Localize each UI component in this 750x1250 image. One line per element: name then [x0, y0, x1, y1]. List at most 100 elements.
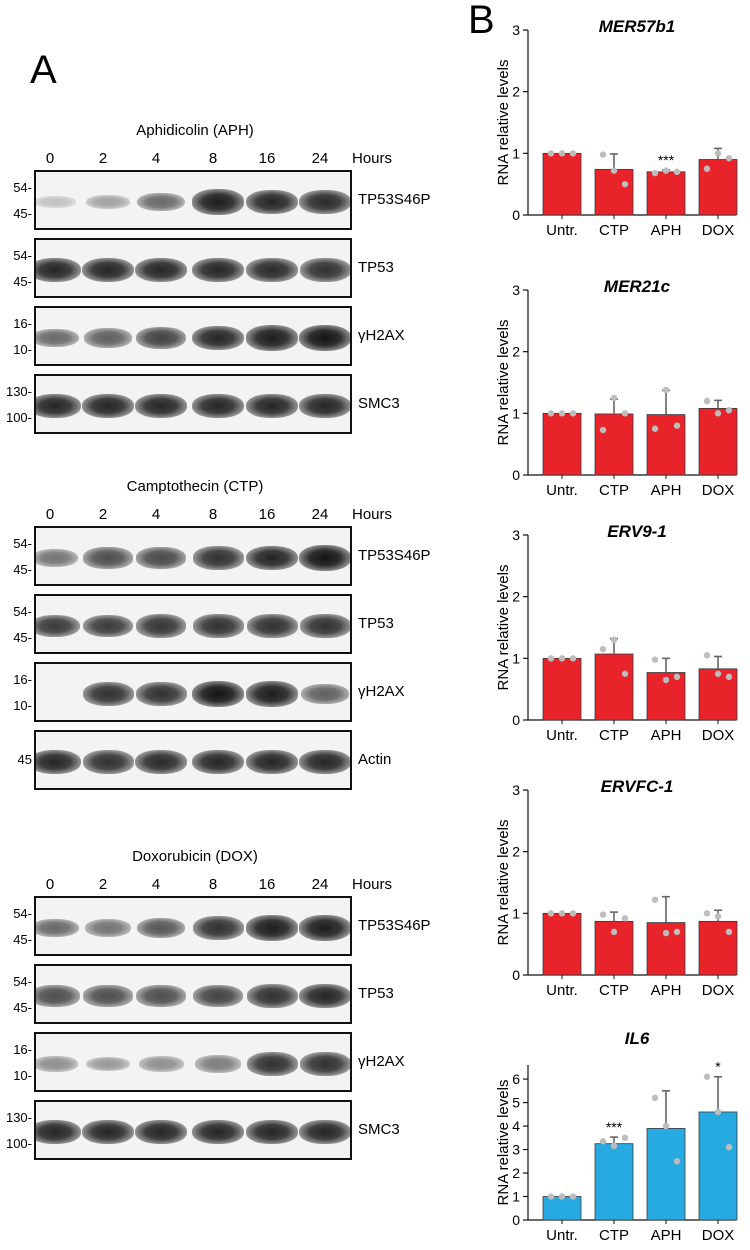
- y-tick-label: 0: [512, 1212, 520, 1228]
- protein-band: [299, 393, 350, 419]
- mw-marker: 130-: [5, 384, 32, 399]
- mw-marker: 45-: [13, 562, 32, 577]
- replicate-point: [569, 1193, 577, 1200]
- replicate-point: [714, 150, 722, 157]
- bar: [594, 1143, 634, 1221]
- x-tick-label: CTP: [599, 727, 629, 744]
- bar: [542, 152, 582, 216]
- chart-title: IL6: [625, 1029, 650, 1048]
- protein-label: γH2AX: [358, 1053, 405, 1070]
- protein-band: [301, 684, 349, 704]
- protein-band: [246, 749, 298, 775]
- y-tick-label: 3: [512, 1142, 520, 1158]
- replicate-point: [610, 1142, 618, 1150]
- hour-label: 16: [258, 150, 276, 167]
- x-tick-label: APH: [651, 727, 682, 744]
- protein-band: [82, 682, 134, 706]
- replicate-point: [651, 425, 659, 432]
- replicate-point: [714, 670, 722, 677]
- protein-band: [299, 1119, 350, 1145]
- replicate-point: [569, 655, 577, 662]
- chart-title: MER57b1: [599, 17, 676, 36]
- y-tick-label: 3: [512, 527, 520, 543]
- protein-band: [193, 985, 243, 1007]
- replicate-point: [703, 397, 711, 405]
- y-tick-label: 2: [512, 844, 520, 860]
- protein-band: [82, 257, 134, 283]
- replicate-point: [558, 910, 566, 917]
- y-axis-label: RNA relative levels: [495, 565, 512, 691]
- x-tick-label: Untr.: [546, 1227, 578, 1244]
- replicate-point: [621, 670, 629, 677]
- y-tick-label: 6: [512, 1071, 520, 1087]
- protein-band: [192, 614, 244, 638]
- replicate-point: [673, 1158, 681, 1165]
- replicate-point: [725, 155, 733, 162]
- panel-a-label: A: [30, 48, 57, 92]
- hour-label: 0: [45, 150, 55, 167]
- protein-label: TP53: [358, 615, 394, 632]
- protein-band: [192, 546, 244, 570]
- protein-band: [192, 1119, 244, 1145]
- bar: [646, 1128, 686, 1221]
- protein-band: [298, 325, 350, 351]
- replicate-point: [610, 167, 618, 174]
- protein-band: [82, 750, 134, 774]
- protein-band: [36, 328, 79, 348]
- y-tick-label: 2: [512, 589, 520, 605]
- protein-label: γH2AX: [358, 683, 405, 700]
- protein-band: [299, 614, 350, 638]
- replicate-point: [703, 165, 711, 172]
- x-tick-label: CTP: [599, 982, 629, 999]
- replicate-point: [651, 896, 659, 903]
- protein-band: [299, 189, 350, 215]
- x-tick-label: DOX: [702, 482, 735, 499]
- replicate-point: [651, 1094, 659, 1102]
- protein-band: [138, 1056, 184, 1072]
- replicate-point: [703, 910, 711, 917]
- replicate-point: [569, 410, 577, 417]
- replicate-point: [599, 1138, 607, 1145]
- x-tick-label: DOX: [702, 1227, 735, 1244]
- replicate-point: [714, 1108, 722, 1116]
- protein-band: [192, 393, 244, 419]
- replicate-point: [610, 928, 618, 936]
- hour-label: 24: [311, 506, 329, 523]
- panel-b-label: B: [468, 0, 495, 42]
- replicate-point: [599, 151, 607, 158]
- hour-label: 8: [208, 876, 218, 893]
- bar: [542, 1196, 582, 1221]
- bar: [698, 1111, 738, 1221]
- protein-band: [36, 196, 76, 208]
- protein-band: [86, 195, 130, 209]
- x-tick-label: Untr.: [546, 222, 578, 239]
- replicate-point: [621, 410, 629, 417]
- protein-band: [299, 1052, 350, 1076]
- protein-band: [36, 985, 80, 1007]
- replicate-point: [610, 636, 618, 644]
- hour-label: 8: [208, 506, 218, 523]
- mw-marker: 54-: [13, 974, 32, 989]
- protein-band: [245, 915, 299, 941]
- replicate-point: [725, 407, 733, 414]
- bar: [594, 653, 634, 721]
- mw-marker: 45-: [13, 932, 32, 947]
- y-tick-label: 3: [512, 282, 520, 298]
- y-tick-label: 4: [512, 1118, 520, 1134]
- protein-band: [192, 325, 244, 351]
- y-tick-label: 3: [512, 22, 520, 38]
- mw-marker: 100-: [5, 410, 32, 425]
- hour-label: 2: [98, 150, 108, 167]
- blot-strip: [34, 1032, 352, 1092]
- hours-axis-label: Hours: [352, 876, 393, 893]
- chart-title: MER21c: [604, 277, 671, 296]
- bar: [698, 407, 738, 476]
- y-axis-label: RNA relative levels: [495, 320, 512, 446]
- protein-band: [245, 325, 299, 351]
- x-tick-label: CTP: [599, 482, 629, 499]
- mw-marker: 45-: [13, 630, 32, 645]
- blot-strip: [34, 662, 352, 722]
- protein-band: [82, 1119, 134, 1145]
- protein-band: [246, 1119, 298, 1145]
- protein-band: [192, 916, 244, 940]
